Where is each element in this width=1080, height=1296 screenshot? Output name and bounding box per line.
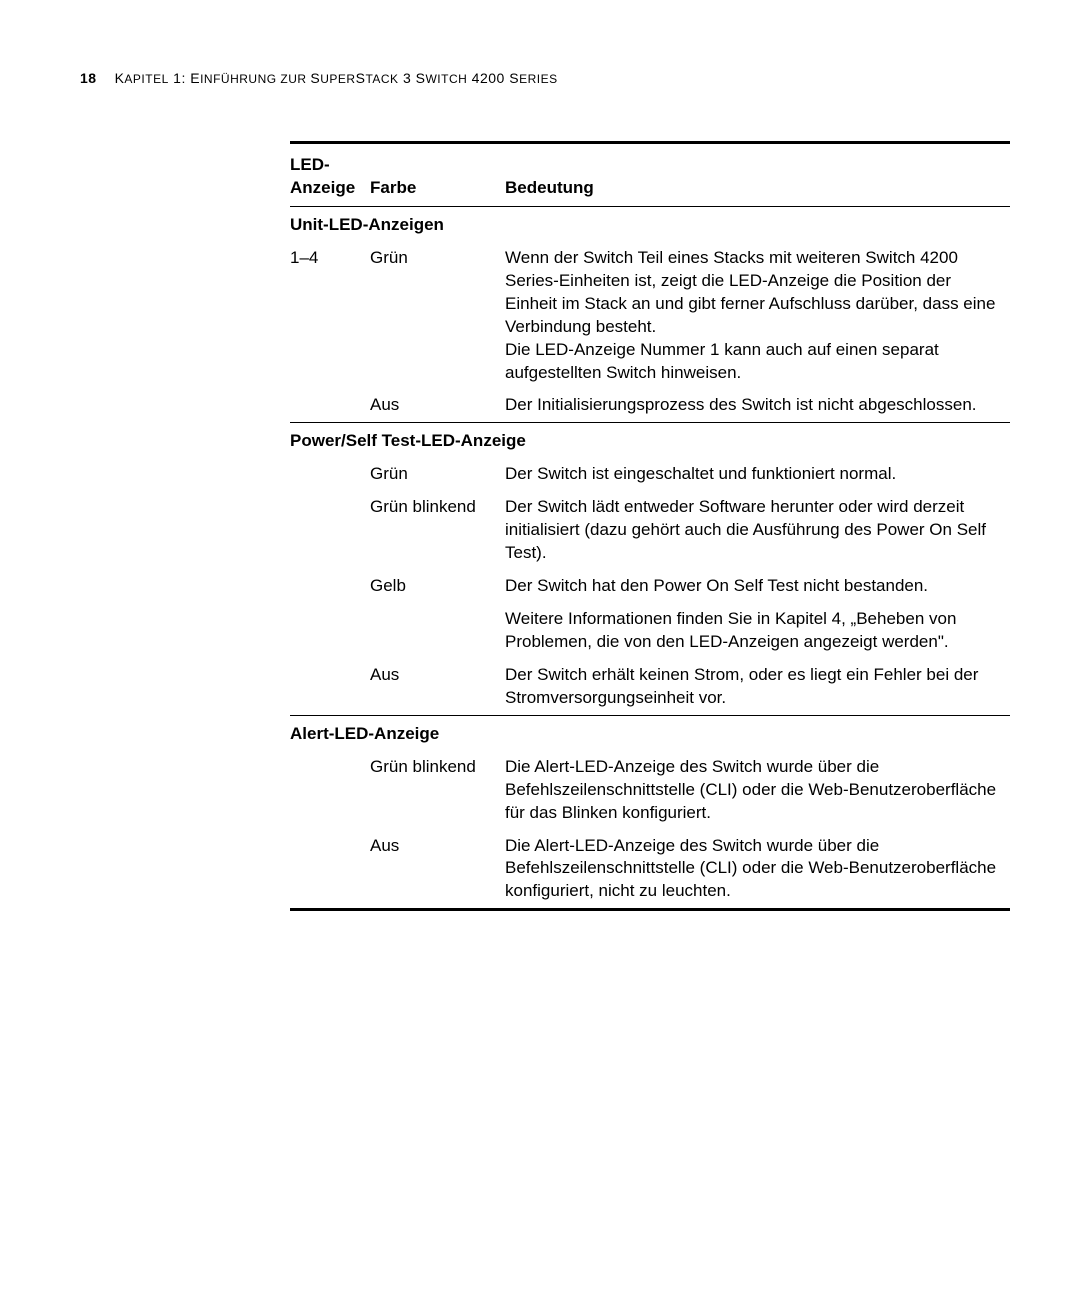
section-header-row: Unit-LED-Anzeigen	[290, 206, 1010, 241]
table-row: AusDer Switch erhält keinen Strom, oder …	[290, 659, 1010, 715]
table-row: AusDie Alert-LED-Anzeige des Switch wurd…	[290, 830, 1010, 910]
cell-bedeutung: Der Switch erhält keinen Strom, oder es …	[505, 659, 1010, 715]
table-row: AusDer Initialisierungsprozess des Switc…	[290, 389, 1010, 422]
chapter-text: KAPITEL 1: EINFÜHRUNG ZUR SUPERSTACK 3 S…	[115, 70, 558, 86]
cell-anzeige	[290, 491, 370, 570]
cell-farbe: Gelb	[370, 570, 505, 603]
cell-farbe: Grün	[370, 458, 505, 491]
header-farbe: Farbe	[370, 148, 505, 206]
table-row: Grün blinkendDer Switch lädt entweder So…	[290, 491, 1010, 570]
cell-anzeige	[290, 389, 370, 422]
cell-anzeige	[290, 751, 370, 830]
cell-anzeige	[290, 458, 370, 491]
cell-farbe: Aus	[370, 659, 505, 715]
cell-bedeutung: Der Switch hat den Power On Self Test ni…	[505, 570, 1010, 603]
cell-bedeutung: Der Switch lädt entweder Software herunt…	[505, 491, 1010, 570]
table-header: LED- Anzeige Farbe Bedeutung	[290, 148, 1010, 206]
cell-anzeige: 1–4	[290, 242, 370, 390]
cell-farbe: Grün blinkend	[370, 491, 505, 570]
section-header-row: Alert-LED-Anzeige	[290, 715, 1010, 750]
led-table: LED- Anzeige Farbe Bedeutung Unit-LED-An…	[290, 148, 1010, 911]
cell-bedeutung: Der Switch ist eingeschaltet und funktio…	[505, 458, 1010, 491]
led-table-container: LED- Anzeige Farbe Bedeutung Unit-LED-An…	[290, 141, 1010, 911]
cell-bedeutung: Der Initialisierungsprozess des Switch i…	[505, 389, 1010, 422]
table-row: Weitere Informationen finden Sie in Kapi…	[290, 603, 1010, 659]
header-bedeutung: Bedeutung	[505, 148, 1010, 206]
cell-farbe: Grün	[370, 242, 505, 390]
page-number: 18	[80, 70, 97, 86]
cell-anzeige	[290, 603, 370, 659]
cell-anzeige	[290, 570, 370, 603]
cell-farbe	[370, 603, 505, 659]
document-page: 18 KAPITEL 1: EINFÜHRUNG ZUR SUPERSTACK 3…	[0, 0, 1080, 911]
cell-bedeutung: Die Alert-LED-Anzeige des Switch wurde ü…	[505, 830, 1010, 910]
cell-bedeutung: Weitere Informationen finden Sie in Kapi…	[505, 603, 1010, 659]
cell-farbe: Aus	[370, 389, 505, 422]
cell-anzeige	[290, 659, 370, 715]
table-top-rule	[290, 141, 1010, 144]
cell-anzeige	[290, 830, 370, 910]
header-anzeige: LED- Anzeige	[290, 148, 370, 206]
table-row: 1–4GrünWenn der Switch Teil eines Stacks…	[290, 242, 1010, 390]
cell-bedeutung: Die Alert-LED-Anzeige des Switch wurde ü…	[505, 751, 1010, 830]
cell-bedeutung: Wenn der Switch Teil eines Stacks mit we…	[505, 242, 1010, 390]
table-row: GelbDer Switch hat den Power On Self Tes…	[290, 570, 1010, 603]
section-title: Power/Self Test-LED-Anzeige	[290, 423, 1010, 458]
table-row: GrünDer Switch ist eingeschaltet und fun…	[290, 458, 1010, 491]
section-title: Alert-LED-Anzeige	[290, 715, 1010, 750]
cell-farbe: Aus	[370, 830, 505, 910]
page-header: 18 KAPITEL 1: EINFÜHRUNG ZUR SUPERSTACK 3…	[80, 70, 1000, 86]
table-body: Unit-LED-Anzeigen1–4GrünWenn der Switch …	[290, 206, 1010, 909]
cell-farbe: Grün blinkend	[370, 751, 505, 830]
table-row: Grün blinkendDie Alert-LED-Anzeige des S…	[290, 751, 1010, 830]
section-header-row: Power/Self Test-LED-Anzeige	[290, 423, 1010, 458]
section-title: Unit-LED-Anzeigen	[290, 206, 1010, 241]
